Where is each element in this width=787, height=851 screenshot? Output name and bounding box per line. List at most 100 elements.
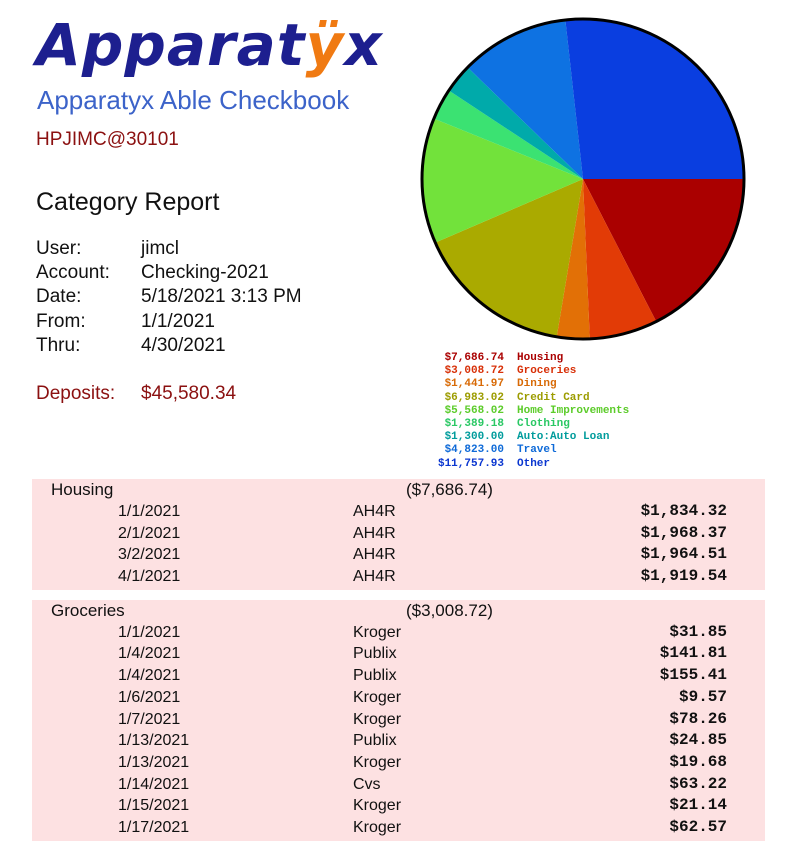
category-name: Groceries (51, 600, 125, 620)
legend-entry: $1,389.18 Clothing (424, 418, 629, 431)
transaction-date: 3/2/2021 (118, 546, 181, 564)
transaction-row: 1/15/2021 Kroger $21.14 (32, 795, 765, 817)
legend-label: Travel (517, 444, 557, 457)
pie-outline (420, 17, 746, 341)
pie-slice-auto-auto-loan (448, 67, 583, 179)
legend-label: Home Improvements (517, 404, 630, 417)
meta-row-account: Account: Checking-2021 (36, 261, 302, 285)
legend-amount: $4,823.00 (444, 444, 504, 457)
legend-label: Housing (517, 352, 564, 364)
legend-label: Credit Card (517, 391, 590, 404)
legend-amount: $3,008.72 (444, 365, 504, 378)
transaction-date: 1/15/2021 (118, 797, 190, 815)
transaction-payee: AH4R (353, 503, 396, 520)
report-meta: User: jimcl Account: Checking-2021 Date: 5/… (36, 237, 302, 358)
account-id: HPJIMC@30101 (36, 129, 179, 150)
legend-label: Auto:Auto Loan (517, 431, 610, 444)
transaction-row: 1/14/2021 Cvs $63.22 (32, 774, 765, 796)
legend-amount: $1,441.97 (444, 378, 504, 391)
transaction-date: 1/6/2021 (118, 688, 181, 706)
transaction-amount: $141.81 (659, 644, 727, 663)
legend-label: Groceries (517, 365, 577, 378)
apparatyx-logo: Apparatÿx (36, 11, 383, 79)
transaction-date: 1/1/2021 (118, 503, 181, 520)
pie-slice-clothing (433, 90, 583, 179)
transaction-row: 4/1/2021 AH4R $1,919.54 (32, 566, 765, 588)
transaction-row: 1/6/2021 Kroger $9.57 (32, 687, 765, 709)
transaction-row: 1/17/2021 Kroger $62.57 (32, 817, 765, 839)
transaction-amount: $155.41 (659, 666, 727, 685)
category-total: ($3,008.72) (406, 600, 493, 620)
transaction-date: 2/1/2021 (118, 524, 181, 542)
legend-amount: $5,568.02 (444, 404, 504, 417)
category-header: Groceries ($3,008.72) (32, 600, 765, 622)
pie-legend: $7,686.74 Housing $3,008.72 Groceries $1,441… (424, 352, 629, 471)
pie-slice-home-improvements (422, 118, 583, 243)
transaction-payee: AH4R (353, 568, 396, 586)
pie-slice-groceries (583, 179, 657, 339)
meta-row-date: Date: 5/18/2021 3:13 PM (36, 285, 302, 309)
meta-label: User: (36, 238, 82, 259)
deposits-value: $45,580.34 (141, 383, 237, 404)
category-total: ($7,686.74) (406, 480, 493, 499)
legend-label: Other (517, 457, 551, 470)
transaction-date: 4/1/2021 (118, 568, 181, 586)
transaction-row: 1/13/2021 Kroger $19.68 (32, 752, 765, 774)
legend-entry: $6,983.02 Credit Card (424, 392, 629, 405)
meta-value: Checking-2021 (141, 262, 269, 284)
meta-value: 4/30/2021 (141, 334, 226, 356)
category-section: Housing ($7,686.74) 1/1/2021 AH4R $1,834.32 2… (32, 479, 765, 590)
transaction-row: 3/2/2021 AH4R $1,964.51 (32, 544, 765, 566)
transaction-date: 1/1/2021 (118, 623, 181, 641)
meta-row-user: User: jimcl (36, 237, 302, 261)
deposits-summary: Deposits: $45,580.34 (36, 382, 236, 406)
transaction-payee: Kroger (353, 818, 402, 836)
meta-label: From: (36, 310, 86, 332)
transaction-payee: AH4R (353, 524, 396, 542)
legend-label: Clothing (517, 417, 570, 430)
transaction-date: 1/4/2021 (118, 645, 181, 663)
transaction-date: 1/17/2021 (118, 818, 190, 836)
meta-label: Date: (36, 286, 82, 308)
transaction-date: 1/13/2021 (118, 753, 190, 771)
transaction-row: 1/7/2021 Kroger $78.26 (32, 709, 765, 731)
category-name: Housing (51, 480, 114, 499)
transaction-date: 1/13/2021 (118, 732, 190, 750)
meta-row-from: From: 1/1/2021 (36, 310, 302, 334)
pie-slice-other (565, 18, 744, 179)
transaction-amount: $1,968.37 (640, 523, 727, 542)
transaction-payee: Kroger (353, 753, 402, 771)
transaction-amount: $19.68 (669, 752, 727, 771)
transaction-row: 1/1/2021 Kroger $31.85 (32, 622, 765, 644)
legend-entry: $1,300.00 Auto:Auto Loan (424, 431, 629, 444)
legend-amount: $1,389.18 (444, 417, 504, 430)
transaction-row: 1/1/2021 AH4R $1,834.32 (32, 501, 765, 523)
transaction-amount: $24.85 (669, 731, 727, 750)
pie-slice-credit-card (435, 179, 583, 337)
transaction-row: 1/13/2021 Publix $24.85 (32, 730, 765, 752)
legend-amount: $6,983.02 (444, 391, 504, 404)
app-title: Apparatyx Able Checkbook (37, 85, 350, 115)
category-sections: Housing ($7,686.74) 1/1/2021 AH4R $1,834.32 2… (32, 479, 765, 851)
transaction-amount: $63.22 (669, 774, 727, 793)
transaction-amount: $31.85 (669, 622, 727, 641)
legend-amount: $1,300.00 (444, 431, 504, 444)
transaction-date: 1/7/2021 (118, 710, 181, 728)
category-header: Housing ($7,686.74) (32, 479, 765, 501)
transaction-amount: $78.26 (669, 709, 727, 728)
pie-slice-housing (583, 179, 744, 322)
meta-value: 1/1/2021 (141, 310, 215, 332)
transaction-amount: $1,919.54 (640, 567, 727, 586)
pie-slice-travel (467, 19, 583, 180)
legend-amount: $11,757.93 (437, 457, 504, 470)
transaction-date: 1/14/2021 (118, 775, 190, 793)
meta-value: jimcl (141, 238, 179, 259)
transaction-payee: Kroger (353, 797, 402, 815)
legend-label: Dining (517, 378, 557, 391)
legend-amount: $7,686.74 (444, 352, 504, 364)
transaction-payee: Kroger (353, 710, 402, 728)
category-section: Groceries ($3,008.72) 1/1/2021 Kroger $31.85… (32, 599, 765, 841)
meta-label: Thru: (36, 334, 81, 356)
transaction-row: 2/1/2021 AH4R $1,968.37 (32, 523, 765, 545)
transaction-payee: Kroger (353, 688, 402, 706)
